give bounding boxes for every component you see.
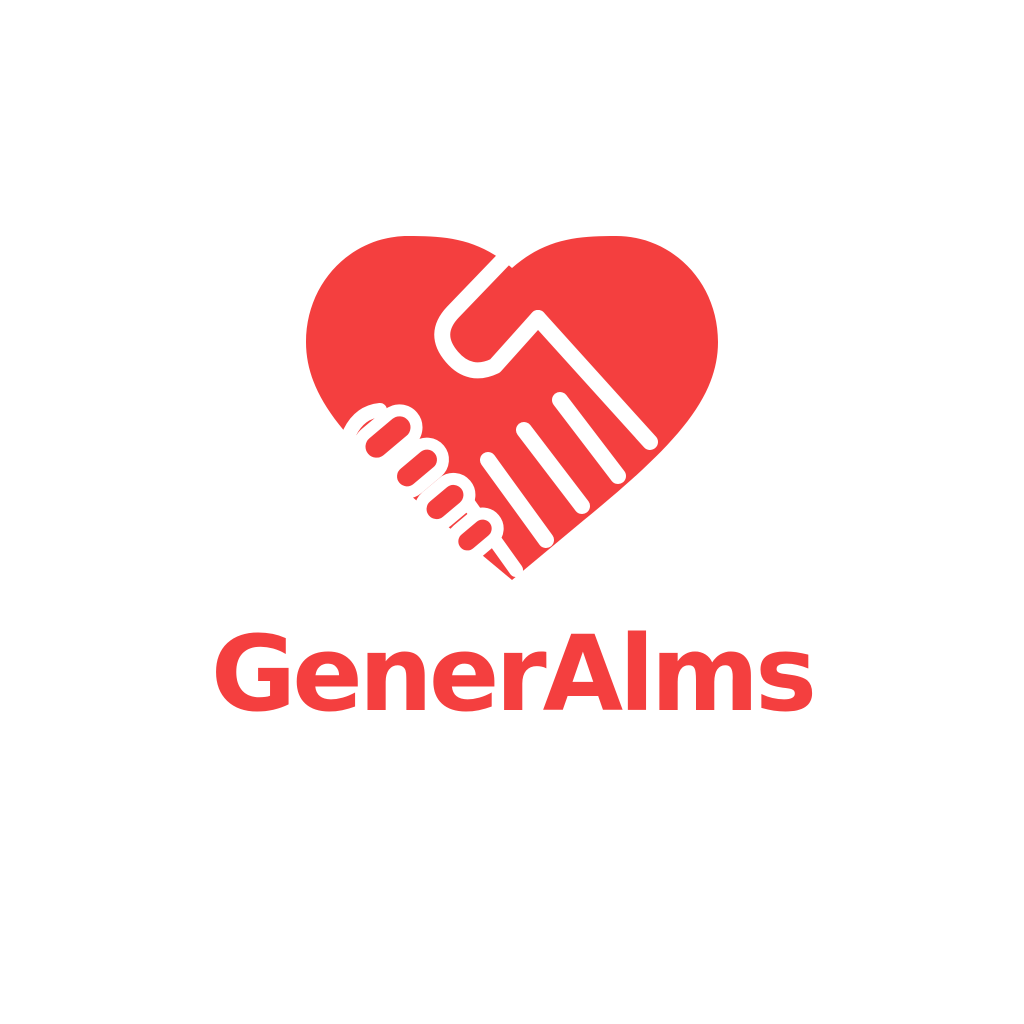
left-hand-fingertip-4 bbox=[452, 513, 498, 557]
right-hand-finger-1 bbox=[552, 392, 626, 484]
heart-handshake-icon bbox=[306, 236, 718, 580]
left-hand-fingertip-1-outline bbox=[353, 404, 423, 470]
right-hand-finger-2 bbox=[516, 422, 590, 514]
right-hand-finger-3 bbox=[480, 452, 554, 548]
left-hand-fingertip-2-outline bbox=[385, 437, 449, 499]
left-hand-fingertip-4-outline bbox=[446, 507, 504, 563]
left-hand-fingertip-2 bbox=[391, 443, 443, 493]
right-hand-thumb bbox=[434, 252, 546, 379]
brand-name: GenerAlms bbox=[210, 613, 817, 735]
left-hand-fingertip-1 bbox=[359, 410, 417, 464]
right-hand-palm-edge bbox=[530, 310, 658, 450]
left-hand-fingertip-3-outline bbox=[414, 472, 476, 532]
left-hand-fingertip-3 bbox=[420, 478, 470, 526]
